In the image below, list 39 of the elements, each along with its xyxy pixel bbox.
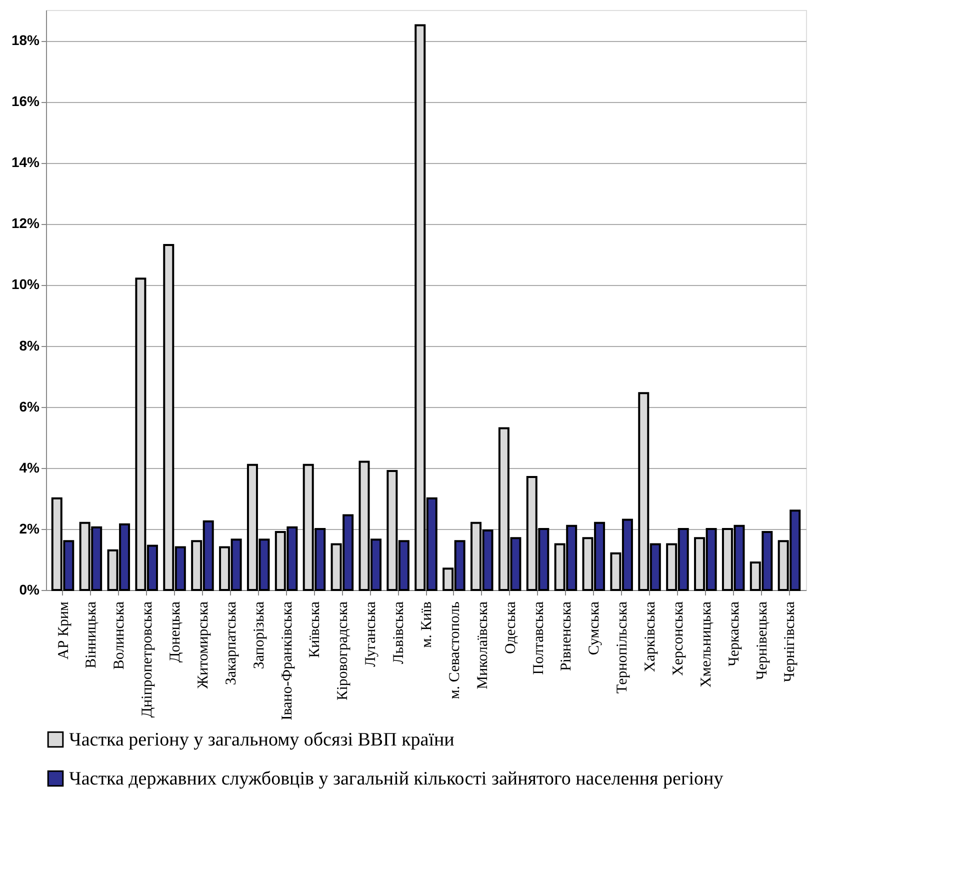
x-tick-label: Миколаївська (474, 601, 491, 690)
x-tick-label: Луганська (363, 601, 380, 667)
legend-label: Частка регіону у загальному обсязі ВВП країни (69, 730, 454, 750)
y-tick-label: 12% (11, 215, 40, 232)
x-tick-label: Дніпропетровська (140, 601, 156, 718)
x-tick-label: Полтавська (530, 601, 547, 675)
x-tick-label: Кіровоградська (335, 601, 352, 700)
y-tick-label: 8% (19, 337, 40, 354)
x-tick-label: Закарпатська (223, 601, 240, 686)
x-tick-label: Черкаська (726, 601, 742, 666)
x-tick-label: Чернігівська (782, 601, 798, 682)
x-tick-label: АР Крим (56, 600, 72, 660)
y-tick-label: 18% (11, 32, 40, 48)
x-tick-label: Івано-Франківська (279, 601, 296, 720)
x-tick-label: Волинська (112, 601, 128, 670)
y-tick-label: 4% (19, 459, 40, 476)
x-tick-label: Чернівецька (754, 601, 770, 680)
x-tick-label: м. Київ (419, 602, 435, 648)
x-tick-label: Рівненська (558, 601, 575, 672)
x-tick-label: Донецька (168, 601, 184, 663)
x-tick-label: Житомирська (195, 601, 212, 689)
x-tick-label: м. Севастополь (446, 601, 463, 700)
legend-label: Частка державних службовців у загальній кількості зайнятого населення регіону (69, 768, 724, 790)
y-tick-label: 0% (19, 582, 40, 598)
x-tick-label: Одеська (502, 601, 519, 654)
x-tick-label: Харківська (642, 601, 659, 672)
x-tick-label: Львівська (391, 601, 408, 664)
x-tick-label: Тернопільська (614, 601, 631, 694)
x-tick-label: Херсонська (670, 601, 686, 676)
y-tick-label: 6% (19, 398, 40, 414)
x-tick-label: Хмельницька (698, 601, 714, 688)
y-tick-label: 10% (11, 276, 40, 292)
x-tick-label: Запорізька (251, 601, 268, 670)
x-tick-label: Київська (307, 601, 324, 658)
y-tick-label: 2% (19, 520, 40, 536)
x-tick-label: Сумська (586, 601, 603, 656)
y-tick-label: 16% (11, 93, 40, 110)
x-tick-label: Вінницька (84, 601, 100, 668)
y-tick-label: 14% (11, 154, 40, 170)
